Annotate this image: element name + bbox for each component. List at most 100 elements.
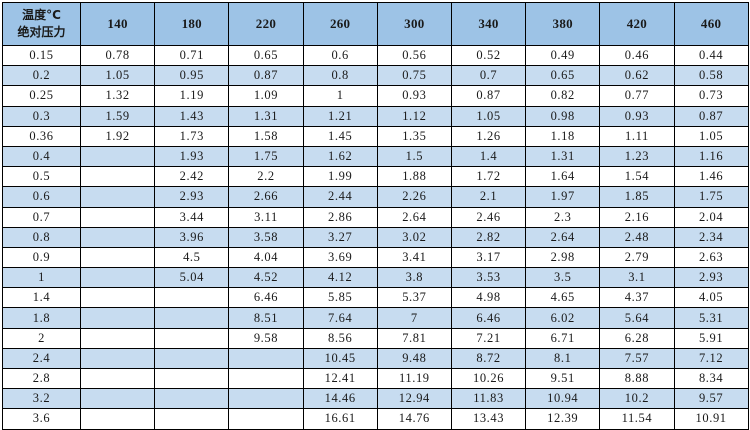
table-row: 0.9 4.5 4.04 3.69 3.41 3.17 2.98 2.79 2.63 [2, 246, 749, 269]
row-label-cell: 0.5 [2, 166, 81, 188]
data-cell: 4.37 [599, 287, 675, 309]
data-cell: 7.81 [376, 327, 452, 349]
table-row: 0.4 1.93 1.75 1.62 1.5 1.4 1.31 1.23 1.16 [2, 145, 749, 168]
row-label-cell: 1 [2, 267, 81, 289]
data-cell [154, 367, 230, 390]
data-cell: 3.17 [450, 246, 527, 269]
data-cell: 0.8 [302, 65, 378, 87]
row-label-cell: 0.25 [2, 85, 81, 107]
data-cell [79, 408, 156, 430]
table-row: 2.4 10.45 9.48 8.72 8.1 7.57 7.12 [2, 347, 749, 370]
row-label-cell: 2.4 [2, 347, 81, 370]
data-cell: 3.1 [599, 267, 675, 289]
data-cell: 1.05 [673, 125, 749, 147]
data-cell: 4.98 [450, 287, 527, 309]
data-cell: 8.51 [228, 307, 304, 329]
data-cell: 2.86 [302, 206, 378, 228]
data-cell: 3.69 [302, 246, 378, 269]
data-cell: 2.66 [228, 186, 304, 208]
data-cell: 10.45 [302, 347, 378, 370]
data-cell: 1.75 [673, 186, 749, 208]
data-cell: 9.57 [673, 388, 749, 410]
data-cell: 0.65 [525, 65, 601, 87]
data-cell: 4.52 [228, 267, 304, 289]
data-cell: 1.32 [79, 85, 156, 107]
data-cell: 0.58 [673, 65, 749, 87]
data-cell: 4.12 [302, 267, 378, 289]
data-cell: 2.42 [154, 166, 230, 188]
table-row: 0.5 2.42 2.2 1.99 1.88 1.72 1.64 1.54 1.46 [2, 166, 749, 188]
data-cell: 7.12 [673, 347, 749, 370]
data-cell: 1.19 [154, 85, 230, 107]
data-cell: 1.05 [79, 65, 156, 87]
data-cell: 0.7 [450, 65, 527, 87]
data-cell: 1 [302, 85, 378, 107]
corner-header-line-2: 绝对压力 [17, 25, 66, 39]
data-cell: 4.05 [673, 287, 749, 309]
data-cell: 7.64 [302, 307, 378, 329]
data-cell: 1.92 [79, 125, 156, 147]
data-cell: 3.58 [228, 226, 304, 248]
data-cell: 1.93 [154, 145, 230, 168]
data-cell: 1.11 [599, 125, 675, 147]
data-cell: 5.64 [599, 307, 675, 329]
data-cell: 5.91 [673, 327, 749, 349]
table-row: 1.8 8.51 7.64 7 6.46 6.02 5.64 5.31 [2, 307, 749, 329]
data-cell: 11.83 [450, 388, 527, 410]
data-cell [79, 287, 156, 309]
data-cell [79, 267, 156, 289]
data-cell: 0.95 [154, 65, 230, 87]
row-label-cell: 0.6 [2, 186, 81, 208]
row-label-cell: 0.36 [2, 125, 81, 147]
data-cell: 2.93 [673, 267, 749, 289]
data-cell: 1.05 [450, 105, 527, 127]
data-cell: 0.87 [228, 65, 304, 87]
column-header-180: 180 [154, 2, 230, 46]
data-cell: 0.87 [673, 105, 749, 127]
data-cell: 2.48 [599, 226, 675, 248]
data-cell: 10.2 [599, 388, 675, 410]
data-cell: 0.46 [599, 44, 675, 67]
column-header-260: 260 [302, 2, 378, 46]
data-cell: 6.71 [525, 327, 601, 349]
data-cell: 11.54 [599, 408, 675, 430]
column-header-140: 140 [79, 2, 156, 46]
column-header-460: 460 [673, 2, 749, 46]
table-row: 0.6 2.93 2.66 2.44 2.26 2.1 1.97 1.85 1.75 [2, 186, 749, 208]
data-cell: 4.5 [154, 246, 230, 269]
data-cell: 1.73 [154, 125, 230, 147]
data-cell: 3.8 [376, 267, 452, 289]
data-cell [79, 327, 156, 349]
data-cell: 1.85 [599, 186, 675, 208]
data-cell: 0.56 [376, 44, 452, 67]
data-cell: 2.82 [450, 226, 527, 248]
data-cell [154, 347, 230, 370]
data-cell: 5.04 [154, 267, 230, 289]
row-label-cell: 0.4 [2, 145, 81, 168]
data-cell [154, 287, 230, 309]
data-cell: 1.31 [228, 105, 304, 127]
row-label-cell: 2.8 [2, 367, 81, 390]
column-header-380: 380 [525, 2, 601, 46]
table-row: 0.8 3.96 3.58 3.27 3.02 2.82 2.64 2.48 2.34 [2, 226, 749, 248]
data-cell [154, 327, 230, 349]
data-cell: 1.75 [228, 145, 304, 168]
data-cell: 9.58 [228, 327, 304, 349]
data-cell [79, 347, 156, 370]
data-cell: 3.44 [154, 206, 230, 228]
data-cell: 0.49 [525, 44, 601, 67]
data-cell [154, 388, 230, 410]
data-cell: 1.23 [599, 145, 675, 168]
data-cell: 0.65 [228, 44, 304, 67]
corner-header-line-1: 温度°C [22, 8, 61, 22]
data-cell: 5.31 [673, 307, 749, 329]
data-cell: 7.21 [450, 327, 527, 349]
data-cell: 4.04 [228, 246, 304, 269]
data-cell: 3.02 [376, 226, 452, 248]
data-cell: 1.12 [376, 105, 452, 127]
data-cell: 0.62 [599, 65, 675, 87]
table-row: 1.4 6.46 5.85 5.37 4.98 4.65 4.37 4.05 [2, 287, 749, 309]
column-header-220: 220 [228, 2, 304, 46]
data-cell: 7 [376, 307, 452, 329]
